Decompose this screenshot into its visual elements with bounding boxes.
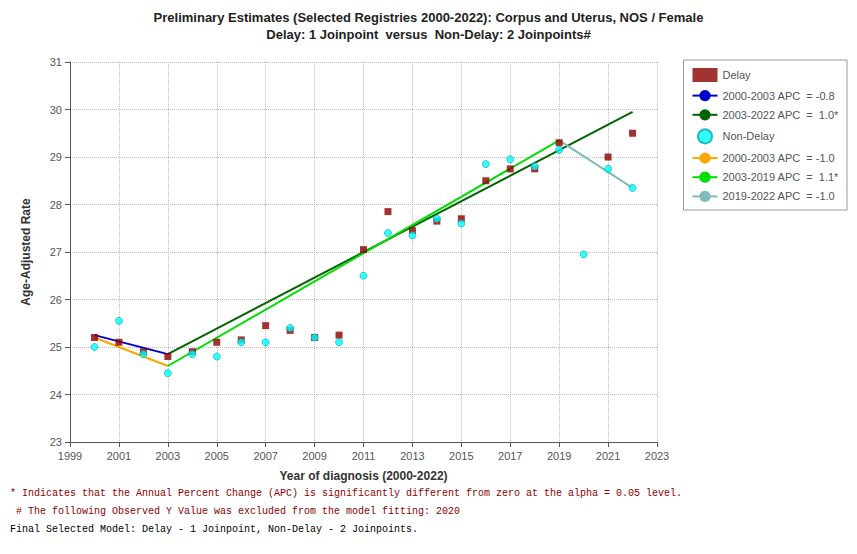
svg-text:2007: 2007 [253, 450, 277, 462]
svg-text:23: 23 [50, 436, 62, 448]
svg-text:25: 25 [50, 341, 62, 353]
svg-text:31: 31 [50, 56, 62, 68]
svg-text:27: 27 [50, 246, 62, 258]
svg-text:2000-2003 APC = -1.0: 2000-2003 APC = -1.0 [723, 152, 835, 164]
svg-text:2023: 2023 [645, 450, 669, 462]
svg-text:2015: 2015 [449, 450, 473, 462]
svg-text:Preliminary Estimates (Selecte: Preliminary Estimates (Selected Registri… [154, 10, 704, 25]
svg-text:2001: 2001 [107, 450, 131, 462]
svg-text:2013: 2013 [400, 450, 424, 462]
svg-text:* Indicates that the Annual Pe: * Indicates that the Annual Percent Chan… [10, 488, 682, 499]
svg-text:28: 28 [50, 199, 62, 211]
svg-text:2017: 2017 [498, 450, 522, 462]
svg-text:2005: 2005 [205, 450, 229, 462]
svg-text:2019: 2019 [547, 450, 571, 462]
svg-text:Non-Delay: Non-Delay [723, 130, 775, 142]
svg-text:Delay: Delay [723, 69, 752, 81]
svg-text:Delay: 1 Joinpoint versus No: Delay: 1 Joinpoint versus Non-Delay: 2 J… [266, 27, 591, 42]
svg-text:2003-2022 APC = 1.0*: 2003-2022 APC = 1.0* [723, 109, 840, 121]
svg-text:Year of diagnosis (2000-2022): Year of diagnosis (2000-2022) [279, 469, 447, 483]
svg-text:30: 30 [50, 104, 62, 116]
svg-text:Final Selected Model: Delay -: Final Selected Model: Delay - 1 Joinpoin… [10, 524, 418, 535]
svg-text:2009: 2009 [302, 450, 326, 462]
svg-text:26: 26 [50, 294, 62, 306]
svg-text:29: 29 [50, 151, 62, 163]
svg-text:2019-2022 APC = -1.0: 2019-2022 APC = -1.0 [723, 190, 835, 202]
svg-text:2003-2019 APC = 1.1*: 2003-2019 APC = 1.1* [723, 171, 840, 183]
svg-text:2003: 2003 [156, 450, 180, 462]
svg-text:2021: 2021 [596, 450, 620, 462]
svg-text:24: 24 [50, 389, 62, 401]
svg-text:1999: 1999 [58, 450, 82, 462]
svg-text:2011: 2011 [352, 450, 376, 462]
svg-text:2000-2003 APC = -0.8: 2000-2003 APC = -0.8 [723, 90, 835, 102]
svg-text:Age-Adjusted Rate: Age-Adjusted Rate [19, 198, 33, 306]
svg-text:# The following Observed Y Val: # The following Observed Y Value was exc… [10, 506, 460, 517]
